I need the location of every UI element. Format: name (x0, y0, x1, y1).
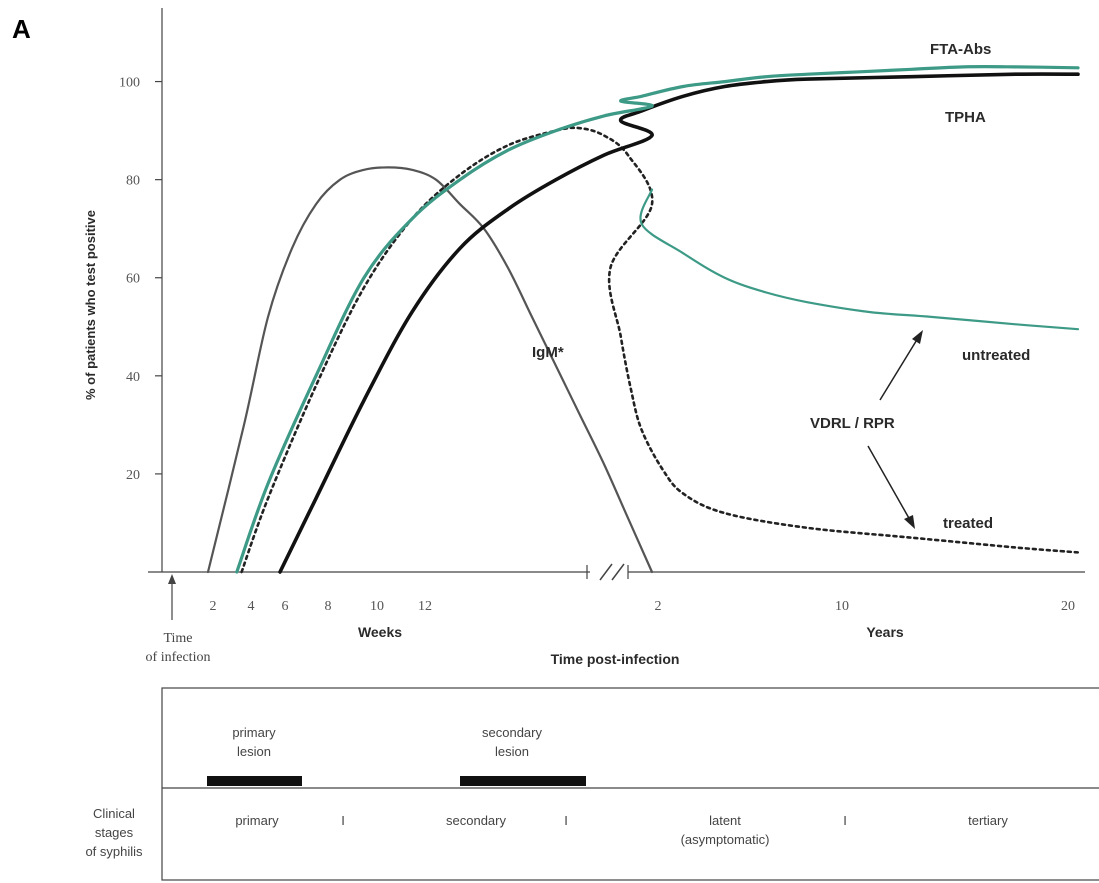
axis-break-mark-2 (611, 563, 625, 581)
x-tick-label-week: 2 (210, 599, 217, 614)
series-fta-abs (235, 65, 1080, 574)
x-axis-label: Time post-infection (551, 651, 680, 667)
y-tick-label: 80 (126, 174, 140, 189)
label-treated: treated (943, 515, 993, 532)
series-vdrl-rpr (240, 126, 1080, 574)
weeks-label: Weeks (358, 624, 402, 640)
y-tick-label: 100 (119, 76, 140, 91)
x-tick-label-week: 12 (418, 599, 432, 614)
stage-separator-2: I (564, 813, 568, 828)
label-tpha: TPHA (945, 109, 986, 126)
arrow-treated (867, 445, 911, 521)
infection-label-2: of infection (146, 650, 211, 665)
stage-secondary: secondary (446, 813, 506, 828)
arrow-untreated (879, 337, 919, 401)
arrow-untreated-head (912, 330, 923, 344)
stages-row-label-3: of syphilis (85, 844, 143, 859)
y-axis-label: % of patients who test positive (83, 210, 98, 400)
primary-lesion-label-2: lesion (237, 744, 271, 759)
stages-box (161, 687, 1099, 881)
years-label: Years (866, 624, 904, 640)
primary-lesion-bar (207, 776, 302, 786)
stages-row-label-2: stages (95, 825, 134, 840)
series-vdrl-untreated (639, 188, 1080, 331)
stage-separator-1: I (341, 813, 345, 828)
label-vdrl-rpr: VDRL / RPR (810, 415, 895, 432)
x-tick-label-week: 4 (248, 599, 255, 614)
x-tick-label-week: 8 (325, 599, 332, 614)
x-ticks: 2 4 6 8 10 12 2 10 20 (210, 599, 1076, 614)
stage-separator-3: I (843, 813, 847, 828)
stage-latent-sub: (asymptomatic) (681, 832, 770, 847)
infection-arrowhead (168, 574, 176, 584)
stage-primary: primary (235, 813, 279, 828)
x-tick-label-year: 20 (1061, 599, 1075, 614)
primary-lesion-label-1: primary (232, 725, 276, 740)
label-fta-abs: FTA-Abs (930, 41, 991, 58)
infection-label-1: Time (163, 631, 192, 646)
series-igm (206, 166, 654, 574)
x-tick-label-week: 10 (370, 599, 384, 614)
axis-break-mark-1 (599, 563, 613, 581)
stage-latent: latent (709, 813, 741, 828)
y-ticks: 100 80 60 40 20 (119, 76, 162, 483)
curves (206, 65, 1080, 574)
label-untreated: untreated (962, 347, 1030, 364)
x-tick-label-week: 6 (282, 599, 289, 614)
x-tick-label-year: 2 (655, 599, 662, 614)
x-tick-label-year: 10 (835, 599, 849, 614)
series-tpha (278, 72, 1080, 574)
secondary-lesion-label-1: secondary (482, 725, 542, 740)
stages-row-label-1: Clinical (93, 806, 135, 821)
y-tick-label: 40 (126, 370, 140, 385)
secondary-lesion-bar (460, 776, 586, 786)
y-tick-label: 20 (126, 468, 140, 483)
label-igm: IgM* (532, 344, 564, 361)
secondary-lesion-label-2: lesion (495, 744, 529, 759)
y-tick-label: 60 (126, 272, 140, 287)
panel-letter: A (12, 14, 31, 44)
stage-tertiary: tertiary (968, 813, 1008, 828)
arrow-treated-head (904, 515, 915, 529)
